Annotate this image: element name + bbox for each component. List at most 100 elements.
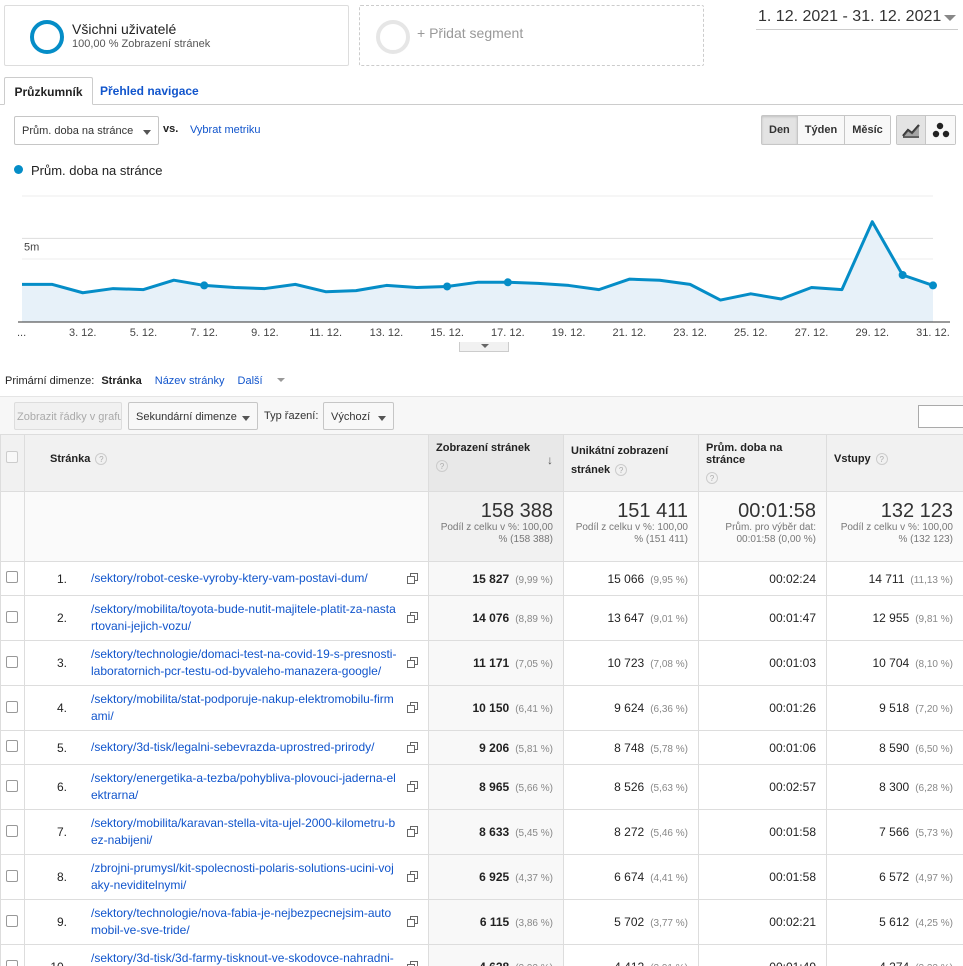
chevron-down-icon <box>242 416 250 421</box>
unique-cell: 13 647 (9,01 %) <box>563 595 699 641</box>
open-page-icon[interactable] <box>407 916 418 927</box>
open-page-icon[interactable] <box>407 961 418 966</box>
help-icon[interactable]: ? <box>875 453 888 465</box>
open-page-icon[interactable] <box>407 657 418 668</box>
page-cell: 5. /sektory/3d-tisk/legalni-sebevrazda-up… <box>24 730 429 765</box>
tab-explorer[interactable]: Průzkumník <box>4 77 93 105</box>
open-page-icon[interactable] <box>407 702 418 713</box>
x-tick-label: 25. 12. <box>734 327 768 339</box>
pageviews-cell: 15 827 (9,99 %) <box>428 561 564 596</box>
sort-type-select[interactable]: Výchozí <box>323 402 394 430</box>
motion-chart-button[interactable] <box>926 116 955 144</box>
date-range-picker[interactable]: 1. 12. 2021 - 31. 12. 2021 <box>756 6 958 30</box>
chevron-down-icon <box>276 378 285 382</box>
page-link[interactable]: /sektory/technologie/nova-fabia-je-nejbe… <box>91 906 392 937</box>
tab-navigation-summary[interactable]: Přehled navigace <box>100 84 199 98</box>
select-all-checkbox[interactable] <box>6 451 18 463</box>
row-checkbox[interactable] <box>6 655 18 668</box>
row-checkbox[interactable] <box>6 869 18 882</box>
plot-rows-button[interactable]: Zobrazit řádky v grafu <box>14 402 122 430</box>
unique-value: 10 723 <box>607 656 645 670</box>
help-icon[interactable]: ? <box>706 472 718 484</box>
header-page[interactable]: Stránka? <box>24 434 429 492</box>
unique-cell: 8 272 (5,46 %) <box>563 809 699 855</box>
open-page-icon[interactable] <box>407 741 418 753</box>
table-row: 10. /sektory/3d-tisk/3d-farmy-tisknout-ve… <box>0 944 963 966</box>
entries-value: 8 300 <box>879 780 910 794</box>
row-checkbox[interactable] <box>6 914 18 927</box>
page-link[interactable]: /sektory/3d-tisk/legalni-sebevrazda-upro… <box>91 740 375 754</box>
x-tick-label: 3. 12. <box>69 327 97 339</box>
dimension-page-title[interactable]: Název stránky <box>154 375 225 387</box>
table-search-input[interactable] <box>918 405 963 428</box>
x-tick-label: ... <box>17 327 26 339</box>
open-page-icon[interactable] <box>407 781 418 792</box>
open-page-icon[interactable] <box>407 612 418 623</box>
row-checkbox[interactable] <box>6 610 18 623</box>
pageviews-value: 14 076 <box>472 611 510 625</box>
header-unique-pageviews[interactable]: Unikátní zobrazení stránek? <box>563 434 699 492</box>
header-page-label: Stránka <box>50 453 91 465</box>
table-row: 5. /sektory/3d-tisk/legalni-sebevrazda-up… <box>0 730 963 765</box>
unique-value: 15 066 <box>607 571 645 586</box>
page-link[interactable]: /sektory/3d-tisk/3d-farmy-tisknout-ve-sk… <box>91 951 394 965</box>
row-checkbox[interactable] <box>6 740 18 752</box>
open-page-icon[interactable] <box>407 572 418 584</box>
pageviews-cell: 6 925 (4,37 %) <box>428 854 564 900</box>
segment-all-users[interactable]: Všichni uživatelé 100,00 % Zobrazení str… <box>4 5 349 66</box>
page-link[interactable]: /sektory/robot-ceske-vyroby-ktery-vam-po… <box>91 571 368 585</box>
x-tick-label: 7. 12. <box>190 327 218 339</box>
report-tabs: Průzkumník Přehled navigace <box>0 77 963 105</box>
page-link[interactable]: /sektory/mobilita/karavan-stella-vita-uj… <box>91 816 396 847</box>
page-link[interactable]: /sektory/technologie/domaci-test-na-covi… <box>91 647 397 678</box>
open-page-icon[interactable] <box>407 826 418 837</box>
row-number: 8. <box>56 870 67 884</box>
metric-select[interactable]: Prům. doba na stránce <box>14 116 159 145</box>
avg-time-value: 00:01:06 <box>769 740 816 755</box>
data-point <box>200 281 209 290</box>
header-entries[interactable]: Vstupy? <box>826 434 963 492</box>
row-number: 1. <box>56 571 67 586</box>
help-icon[interactable]: ? <box>95 453 108 465</box>
row-checkbox[interactable] <box>6 700 18 713</box>
header-pageviews[interactable]: Zobrazení stránek? ↓ <box>428 434 564 492</box>
header-avg-time[interactable]: Prům. doba na stránce? <box>698 434 827 492</box>
totals-avg: 00:01:58 Prům. pro výběr dat: 00:01:58 (0… <box>698 491 827 562</box>
header-unique-label: Unikátní zobrazení stránek <box>571 445 669 476</box>
bubble-chart-icon <box>932 122 949 138</box>
dimension-more[interactable]: Další <box>238 375 295 387</box>
totals-entries: 132 123 Podíl z celku v %: 100,00 % (132 … <box>826 491 963 562</box>
chart-collapse-handle[interactable] <box>459 342 509 352</box>
row-checkbox[interactable] <box>6 959 18 966</box>
granularity-day-button[interactable]: Den <box>762 116 798 144</box>
page-link[interactable]: /sektory/mobilita/toyota-bude-nutit-maji… <box>91 602 396 633</box>
secondary-dimension-select[interactable]: Sekundární dimenze <box>128 402 258 430</box>
granularity-week-button[interactable]: Týden <box>797 116 846 144</box>
unique-cell: 4 412 (2,91 %) <box>563 944 699 966</box>
row-checkbox[interactable] <box>6 824 18 837</box>
segment-title: Všichni uživatelé <box>72 21 177 37</box>
page-cell: 7. /sektory/mobilita/karavan-stella-vita-… <box>24 809 429 855</box>
row-checkbox[interactable] <box>6 571 18 583</box>
add-segment-button[interactable]: + Přidat segment <box>359 5 704 66</box>
row-checkbox-cell <box>0 809 25 855</box>
row-number: 5. <box>56 740 67 755</box>
dimension-page[interactable]: Stránka <box>101 375 142 387</box>
entries-pct: (9,81 %) <box>915 614 953 625</box>
pick-metric-link[interactable]: Vybrat metriku <box>190 124 261 136</box>
page-link[interactable]: /sektory/energetika-a-tezba/pohybliva-pl… <box>91 771 396 802</box>
totals-row: 158 388 Podíl z celku v %: 100,00 % (158 … <box>0 491 963 562</box>
row-checkbox[interactable] <box>6 779 18 792</box>
page-link[interactable]: /zbrojni-prumysl/kit-spolecnosti-polaris… <box>91 861 394 892</box>
line-chart-button[interactable] <box>897 116 926 144</box>
pageviews-cell: 10 150 (6,41 %) <box>428 685 564 731</box>
sort-type-label: Typ řazení: <box>264 410 319 422</box>
unique-value: 8 526 <box>614 780 645 794</box>
help-icon[interactable]: ? <box>615 464 628 476</box>
page-link[interactable]: /sektory/mobilita/stat-podporuje-nakup-e… <box>91 692 394 723</box>
open-page-icon[interactable] <box>407 871 418 882</box>
unique-value: 6 674 <box>614 870 645 884</box>
granularity-month-button[interactable]: Měsíc <box>845 116 890 144</box>
chevron-down-icon <box>378 416 386 421</box>
help-icon[interactable]: ? <box>436 460 448 472</box>
